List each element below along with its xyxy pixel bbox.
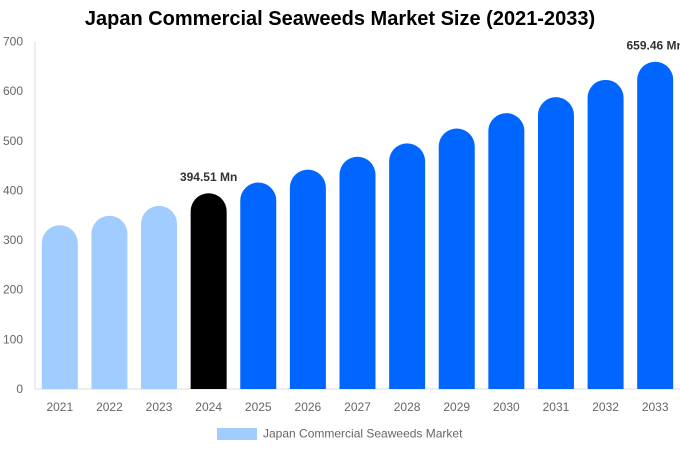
chart-title: Japan Commercial Seaweeds Market Size (2… — [84, 8, 596, 30]
bar-2028 — [389, 143, 426, 389]
x-tick-label: 2025 — [245, 400, 272, 414]
bar-2022 — [91, 215, 128, 389]
bar-2023 — [141, 205, 178, 389]
bar-2024 — [190, 193, 227, 389]
y-tick-label: 100 — [3, 332, 23, 346]
x-tick-label: 2032 — [592, 400, 619, 414]
y-tick-label: 200 — [3, 283, 23, 297]
data-label: 659.46 Mn — [627, 39, 680, 53]
bar-2027 — [339, 156, 376, 389]
data-label: 394.51 Mn — [180, 170, 237, 184]
bar-2029 — [438, 128, 475, 389]
y-tick-label: 300 — [3, 233, 23, 247]
bar-2026 — [289, 169, 326, 389]
bar-2032 — [587, 79, 624, 390]
bar-2031 — [537, 97, 574, 389]
y-tick-label: 700 — [3, 35, 23, 49]
bar-2030 — [488, 113, 525, 389]
x-tick-label: 2030 — [493, 400, 520, 414]
x-tick-label: 2028 — [394, 400, 421, 414]
y-tick-label: 600 — [3, 84, 23, 98]
x-tick-label: 2029 — [443, 400, 470, 414]
bar-2025 — [240, 182, 277, 389]
y-tick-label: 400 — [3, 183, 23, 197]
x-tick-label: 2021 — [46, 400, 73, 414]
x-tick-label: 2023 — [146, 400, 173, 414]
bar-2021 — [41, 225, 78, 389]
x-tick-label: 2027 — [344, 400, 371, 414]
x-tick-label: 2024 — [195, 400, 222, 414]
legend-label: Japan Commercial Seaweeds Market — [263, 427, 463, 441]
x-tick-label: 2026 — [295, 400, 322, 414]
legend-swatch — [217, 428, 257, 440]
bar-2033 — [637, 61, 674, 389]
y-tick-label: 0 — [16, 382, 23, 396]
x-tick-label: 2031 — [543, 400, 570, 414]
x-tick-label: 2033 — [642, 400, 669, 414]
x-tick-label: 2022 — [96, 400, 123, 414]
y-tick-label: 500 — [3, 134, 23, 148]
